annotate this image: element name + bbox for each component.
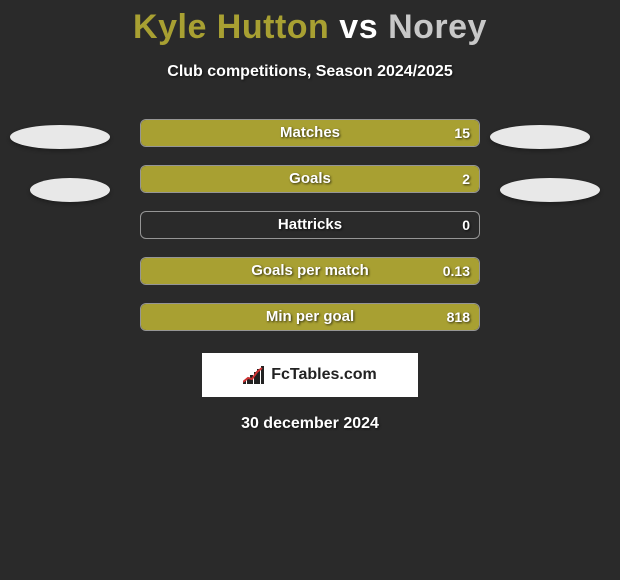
player1-name: Kyle Hutton [133, 8, 329, 46]
logo-chart-icon [243, 366, 265, 384]
logo-text: FcTables.com [271, 366, 377, 384]
stat-row: Min per goal818 [0, 303, 620, 331]
comparison-infographic: Kyle Hutton vs Norey Club competitions, … [0, 0, 620, 580]
player-badge-ellipse [30, 178, 110, 202]
stat-rows: Matches15Goals2Hattricks0Goals per match… [0, 119, 620, 331]
stat-track [140, 119, 480, 147]
fill-player2 [141, 166, 479, 192]
logo-trend-line-icon [243, 366, 265, 384]
vs-text: vs [339, 8, 378, 46]
stat-value-right: 2 [462, 165, 470, 193]
fill-player2 [141, 304, 479, 330]
stat-value-right: 15 [454, 119, 470, 147]
stat-value-right: 818 [447, 303, 470, 331]
stat-row: Goals per match0.13 [0, 257, 620, 285]
stat-row: Hattricks0 [0, 211, 620, 239]
fill-player2 [141, 120, 479, 146]
player-badge-ellipse [500, 178, 600, 202]
stat-track [140, 165, 480, 193]
page-title: Kyle Hutton vs Norey [0, 0, 620, 47]
stat-track [140, 303, 480, 331]
subtitle: Club competitions, Season 2024/2025 [0, 63, 620, 81]
player2-name: Norey [388, 8, 487, 46]
date-text: 30 december 2024 [0, 415, 620, 433]
logo-box: FcTables.com [202, 353, 418, 397]
player-badge-ellipse [10, 125, 110, 149]
fill-player2 [141, 258, 479, 284]
stat-value-right: 0.13 [443, 257, 470, 285]
stat-track [140, 257, 480, 285]
stat-value-right: 0 [462, 211, 470, 239]
player-badge-ellipse [490, 125, 590, 149]
stat-track [140, 211, 480, 239]
